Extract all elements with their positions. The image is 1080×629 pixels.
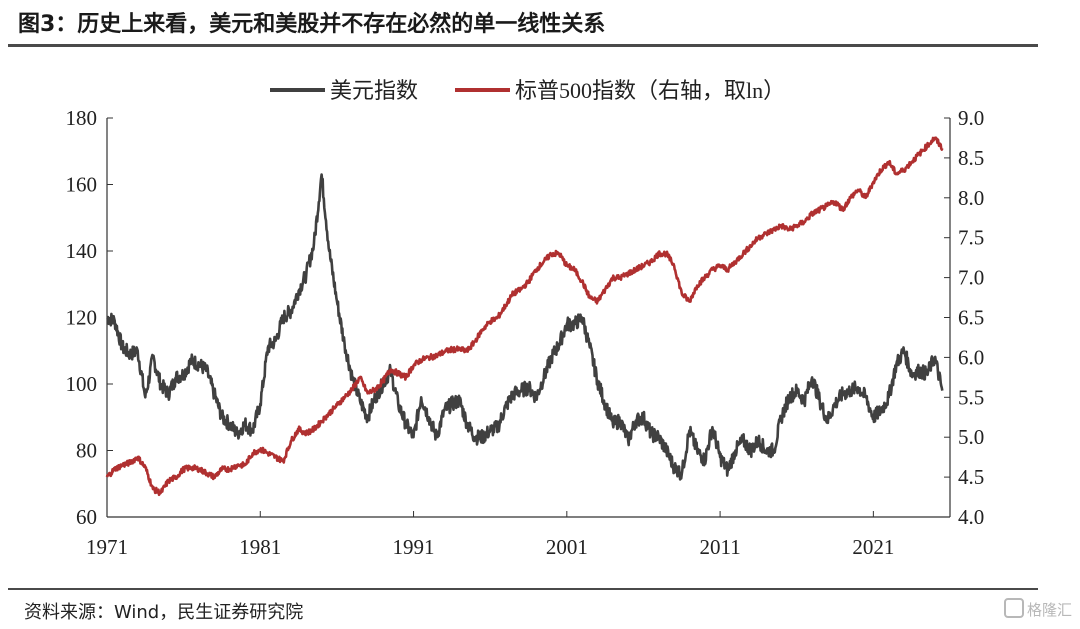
watermark-logo-icon bbox=[1003, 598, 1024, 618]
right-y-tick-label: 6.5 bbox=[958, 306, 984, 330]
x-tick-label: 1991 bbox=[393, 535, 435, 559]
legend-label-1: 标普500指数（右轴，取ln） bbox=[515, 78, 785, 103]
left-y-tick-label: 140 bbox=[66, 239, 98, 263]
right-y-tick-label: 6.0 bbox=[958, 345, 984, 369]
right-y-tick-label: 4.0 bbox=[958, 505, 984, 529]
footer-divider bbox=[8, 588, 1038, 590]
right-y-tick-label: 4.5 bbox=[958, 465, 984, 489]
page-title: 图3：历史上来看，美元和美股并不存在必然的单一线性关系 bbox=[18, 12, 606, 37]
chart-series bbox=[105, 136, 944, 497]
left-y-tick-label: 160 bbox=[66, 173, 98, 197]
x-tick-label: 1971 bbox=[86, 535, 128, 559]
right-y-tick-label: 5.5 bbox=[958, 385, 984, 409]
series-line-1 bbox=[105, 136, 944, 497]
right-y-tick-label: 8.0 bbox=[958, 186, 984, 210]
right-y-tick-label: 7.0 bbox=[958, 266, 984, 290]
watermark-text: 格隆汇 bbox=[1026, 601, 1072, 619]
chart-axes: 60 80 100 120 140 160 180 4.0 4.5 5.0 5.5 6.0 6.5 7.0… bbox=[66, 106, 985, 559]
right-y-tick-label: 9.0 bbox=[958, 106, 984, 130]
right-y-tick-label: 5.0 bbox=[958, 425, 984, 449]
x-tick-label: 2021 bbox=[852, 535, 894, 559]
right-y-tick-label: 7.5 bbox=[958, 226, 984, 250]
x-tick-label: 2011 bbox=[699, 535, 740, 559]
watermark: 格隆汇 bbox=[1003, 598, 1072, 620]
x-tick-label: 2001 bbox=[546, 535, 588, 559]
left-y-tick-label: 180 bbox=[66, 106, 98, 130]
source-note: 资料来源：Wind，民生证券研究院 bbox=[24, 602, 304, 623]
x-tick-label: 1981 bbox=[239, 535, 281, 559]
left-y-tick-label: 120 bbox=[66, 306, 98, 330]
dual-axis-line-chart: 美元指数 标普500指数（右轴，取ln） 60 80 100 120 140 160 180 4… bbox=[66, 78, 985, 559]
right-y-tick-label: 8.5 bbox=[958, 146, 984, 170]
left-y-tick-label: 80 bbox=[76, 439, 97, 463]
left-y-tick-label: 60 bbox=[76, 505, 97, 529]
left-y-tick-label: 100 bbox=[66, 372, 98, 396]
title-divider bbox=[8, 44, 1038, 47]
series-line-0 bbox=[106, 173, 944, 481]
chart-legend: 美元指数 标普500指数（右轴，取ln） bbox=[270, 78, 785, 103]
legend-label-0: 美元指数 bbox=[330, 78, 418, 103]
